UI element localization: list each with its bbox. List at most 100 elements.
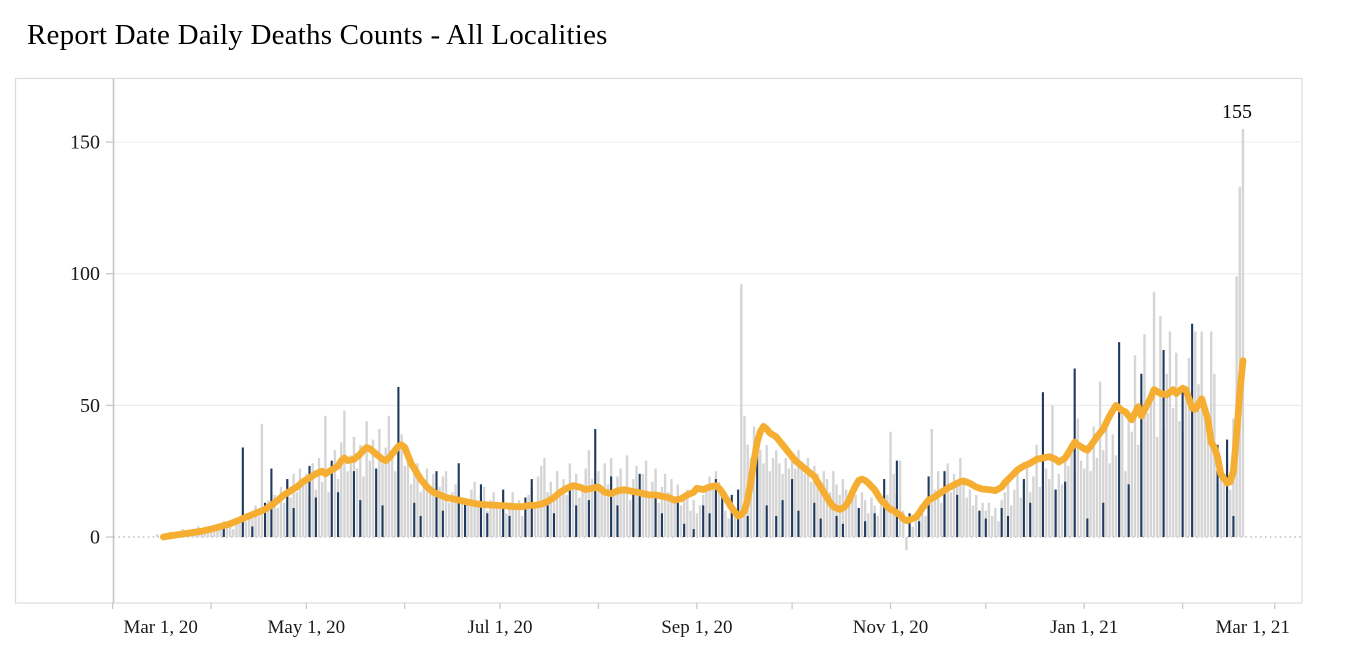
daily-bar[interactable] xyxy=(1032,476,1035,537)
daily-bar[interactable] xyxy=(155,534,159,537)
highlight-bar[interactable] xyxy=(508,515,511,537)
daily-bar[interactable] xyxy=(473,481,476,537)
daily-bar[interactable] xyxy=(914,521,918,537)
daily-bar[interactable] xyxy=(448,502,451,537)
daily-bar[interactable] xyxy=(228,523,232,537)
daily-bar[interactable] xyxy=(1143,334,1146,537)
daily-bar[interactable] xyxy=(787,468,791,537)
daily-bar[interactable] xyxy=(784,458,787,537)
daily-bar[interactable] xyxy=(1076,418,1080,537)
daily-bar[interactable] xyxy=(1171,407,1175,537)
daily-bar[interactable] xyxy=(724,510,727,537)
daily-bar[interactable] xyxy=(321,481,324,537)
highlight-bar[interactable] xyxy=(1086,518,1089,537)
daily-bar[interactable] xyxy=(705,484,708,537)
highlight-bar[interactable] xyxy=(397,386,400,537)
daily-bar[interactable] xyxy=(800,463,803,537)
daily-bar[interactable] xyxy=(587,450,591,537)
highlight-bar[interactable] xyxy=(1041,392,1044,537)
daily-bar[interactable] xyxy=(1184,392,1187,537)
daily-bar[interactable] xyxy=(1102,450,1105,537)
highlight-bar[interactable] xyxy=(721,492,724,537)
daily-bar[interactable] xyxy=(1025,463,1029,537)
daily-bar[interactable] xyxy=(387,415,391,537)
highlight-bar[interactable] xyxy=(616,505,619,537)
daily-bar[interactable] xyxy=(384,447,387,537)
daily-bar[interactable] xyxy=(511,492,514,537)
daily-bar[interactable] xyxy=(762,463,765,537)
daily-bar[interactable] xyxy=(819,486,822,537)
daily-bar[interactable] xyxy=(578,497,581,537)
daily-bar[interactable] xyxy=(467,500,470,537)
highlight-bar[interactable] xyxy=(756,442,759,537)
highlight-bar[interactable] xyxy=(575,505,578,537)
daily-bar[interactable] xyxy=(1098,381,1102,537)
daily-bar[interactable] xyxy=(1105,421,1108,537)
daily-bar[interactable] xyxy=(403,465,406,537)
highlight-bar[interactable] xyxy=(918,521,921,537)
daily-bar[interactable] xyxy=(498,505,502,537)
highlight-bar[interactable] xyxy=(692,529,695,537)
daily-bar[interactable] xyxy=(743,415,746,537)
daily-bar[interactable] xyxy=(1133,355,1137,537)
daily-bar[interactable] xyxy=(489,500,492,537)
daily-bar[interactable] xyxy=(867,513,870,537)
highlight-bar[interactable] xyxy=(676,502,679,537)
daily-bar[interactable] xyxy=(581,484,584,537)
highlight-bar[interactable] xyxy=(359,500,362,537)
daily-bar[interactable] xyxy=(797,450,800,537)
daily-bar[interactable] xyxy=(527,494,530,537)
daily-bar[interactable] xyxy=(657,502,660,537)
daily-bar[interactable] xyxy=(365,421,368,537)
daily-bar[interactable] xyxy=(794,468,797,537)
daily-bar[interactable] xyxy=(317,458,321,537)
daily-bar[interactable] xyxy=(454,484,457,537)
daily-bar[interactable] xyxy=(362,476,365,537)
daily-bar[interactable] xyxy=(1168,331,1172,537)
daily-bar[interactable] xyxy=(940,502,943,537)
daily-bar[interactable] xyxy=(686,489,689,537)
daily-bar[interactable] xyxy=(816,473,819,537)
daily-bar[interactable] xyxy=(349,455,352,537)
daily-bar[interactable] xyxy=(1149,392,1153,537)
daily-bar[interactable] xyxy=(1092,426,1095,537)
daily-bar[interactable] xyxy=(565,494,568,537)
daily-bar[interactable] xyxy=(235,518,238,537)
highlight-bar[interactable] xyxy=(1140,373,1143,537)
daily-bar[interactable] xyxy=(775,450,778,537)
daily-bar[interactable] xyxy=(292,473,295,537)
highlight-bar[interactable] xyxy=(1022,479,1025,537)
daily-bar[interactable] xyxy=(289,497,292,537)
daily-bar[interactable] xyxy=(225,526,229,537)
daily-bar[interactable] xyxy=(946,463,949,537)
daily-bar[interactable] xyxy=(521,515,524,537)
highlight-bar[interactable] xyxy=(895,460,898,537)
highlight-bar[interactable] xyxy=(1102,502,1105,537)
highlight-bar[interactable] xyxy=(375,468,378,537)
highlight-bar[interactable] xyxy=(308,465,311,537)
daily-bar[interactable] xyxy=(257,515,260,537)
daily-bar[interactable] xyxy=(606,484,610,537)
daily-bar[interactable] xyxy=(295,492,298,537)
daily-bar[interactable] xyxy=(663,473,667,537)
daily-bar[interactable] xyxy=(254,505,257,537)
daily-bar[interactable] xyxy=(949,492,953,537)
daily-bar[interactable] xyxy=(759,450,762,537)
daily-bar[interactable] xyxy=(848,502,851,537)
daily-bar[interactable] xyxy=(1079,460,1083,537)
highlight-bar[interactable] xyxy=(1216,444,1219,537)
daily-bar[interactable] xyxy=(1241,128,1245,537)
highlight-bar[interactable] xyxy=(813,502,816,537)
daily-bar[interactable] xyxy=(1067,465,1070,537)
daily-bar[interactable] xyxy=(419,492,422,537)
daily-bar[interactable] xyxy=(959,458,962,537)
daily-bar[interactable] xyxy=(682,494,686,537)
highlight-bar[interactable] xyxy=(1054,489,1057,537)
daily-bar[interactable] xyxy=(1222,484,1226,537)
daily-bar[interactable] xyxy=(514,508,518,537)
daily-bar[interactable] xyxy=(1178,421,1181,537)
daily-bar[interactable] xyxy=(1175,352,1178,537)
daily-bar[interactable] xyxy=(863,500,867,537)
daily-bar[interactable] xyxy=(505,513,508,537)
daily-bar[interactable] xyxy=(213,531,216,537)
